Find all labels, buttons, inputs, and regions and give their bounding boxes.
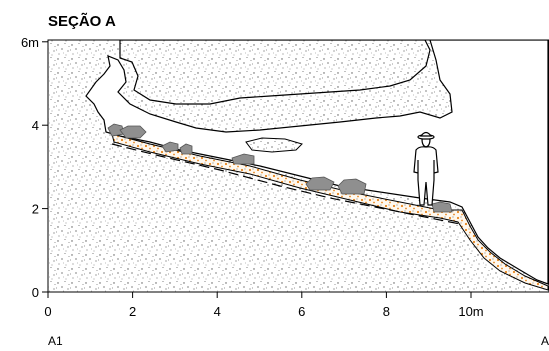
x-tick-label: 0 <box>44 304 51 319</box>
x-tick-label: 4 <box>214 304 221 319</box>
endpoint-right-label: A <box>541 334 549 348</box>
boulder-icon <box>431 201 453 213</box>
cave-void <box>85 40 549 285</box>
vertical-axis: 0 2 4 6m <box>21 35 48 300</box>
section-frame <box>47 39 549 293</box>
y-tick-label: 4 <box>32 118 39 133</box>
section-title: SEÇÃO A <box>48 12 116 30</box>
x-tick-label: 10m <box>458 304 483 319</box>
boulder-icon <box>161 141 179 153</box>
human-figure-scale-icon <box>413 131 439 206</box>
boulder-icon <box>305 176 335 191</box>
rock-pillar <box>119 40 431 105</box>
boulder-icon <box>119 125 147 139</box>
x-tick-label: 2 <box>129 304 136 319</box>
bedrock-contact-line <box>111 143 461 225</box>
boulder-icon <box>179 143 193 155</box>
endpoint-left-label: A1 <box>48 334 63 348</box>
boulder-icon <box>231 153 255 165</box>
rock-shelf <box>245 137 303 153</box>
horizontal-axis: 0 2 4 6 8 10m <box>44 292 484 319</box>
boulder-icon <box>337 178 367 195</box>
y-tick-label: 0 <box>32 285 39 300</box>
boulders <box>107 123 453 213</box>
x-tick-label: 8 <box>383 304 390 319</box>
y-tick-label: 2 <box>32 202 39 217</box>
y-tick-label: 6m <box>21 35 39 50</box>
x-tick-label: 6 <box>298 304 305 319</box>
